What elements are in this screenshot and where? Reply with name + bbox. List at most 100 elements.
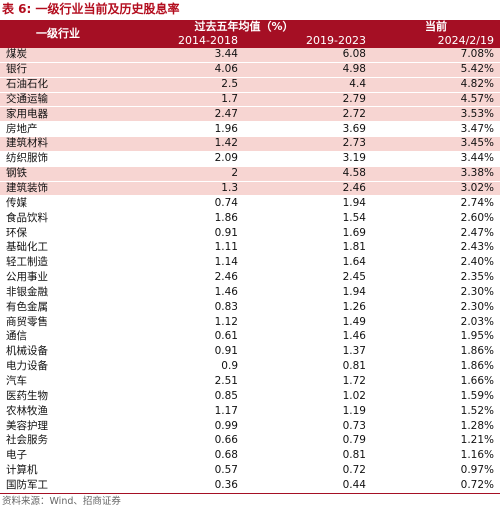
table-row: 建筑装饰 1.3 2.46 3.02% <box>0 181 500 197</box>
avg-2019-2023-cell: 2.79 <box>244 92 372 108</box>
industry-name-cell: 通信 <box>0 329 116 345</box>
avg-2019-2023-cell: 0.81 <box>244 448 372 464</box>
table-row: 轻工制造 1.14 1.64 2.40% <box>0 255 500 271</box>
avg-2014-2018-cell: 0.91 <box>116 225 244 241</box>
avg-2014-2018-cell: 1.14 <box>116 255 244 271</box>
table-row: 国防军工 0.36 0.44 0.72% <box>0 477 500 494</box>
table-row: 通信 0.61 1.46 1.95% <box>0 329 500 345</box>
avg-2014-2018-cell: 4.06 <box>116 62 244 78</box>
avg-2014-2018-cell: 2.51 <box>116 374 244 390</box>
table-row: 商贸零售 1.12 1.49 2.03% <box>0 314 500 331</box>
avg-2014-2018-cell: 1.7 <box>116 92 244 108</box>
current-yield-cell: 0.72% <box>372 477 500 494</box>
header-row-sub: 2014-2018 2019-2023 2024/2/19 <box>0 34 500 48</box>
period-header-2014-2018: 2014-2018 <box>116 34 244 48</box>
table-row: 社会服务 0.66 0.79 1.21% <box>0 433 500 449</box>
industry-name-cell: 汽车 <box>0 374 116 390</box>
avg-2019-2023-cell: 0.81 <box>244 359 372 375</box>
avg-2019-2023-cell: 1.72 <box>244 374 372 390</box>
avg-2014-2018-cell: 1.42 <box>116 136 244 152</box>
avg-2019-2023-cell: 0.73 <box>244 418 372 434</box>
avg-2019-2023-cell: 0.72 <box>244 463 372 479</box>
table-row: 计算机 0.57 0.72 0.97% <box>0 463 500 479</box>
five-year-average-header: 过去五年均值（%） <box>116 20 372 34</box>
avg-2019-2023-cell: 3.69 <box>244 121 372 138</box>
current-yield-cell: 2.35% <box>372 270 500 286</box>
industry-name-cell: 房地产 <box>0 121 116 138</box>
avg-2019-2023-cell: 1.26 <box>244 299 372 316</box>
industry-name-cell: 有色金属 <box>0 299 116 316</box>
table-row: 电子 0.68 0.81 1.16% <box>0 448 500 464</box>
current-yield-cell: 2.03% <box>372 314 500 331</box>
industry-name-cell: 机械设备 <box>0 344 116 360</box>
avg-2014-2018-cell: 1.86 <box>116 210 244 227</box>
avg-2014-2018-cell: 0.99 <box>116 418 244 434</box>
industry-name-cell: 电子 <box>0 448 116 464</box>
avg-2014-2018-cell: 0.83 <box>116 299 244 316</box>
avg-2014-2018-cell: 1.11 <box>116 240 244 256</box>
current-header: 当前 <box>372 20 500 34</box>
current-yield-cell: 3.53% <box>372 106 500 123</box>
table-body: 煤炭 3.44 6.08 7.08% 银行 4.06 4.98 5.42% 石油石化 2.5 4.4… <box>0 48 500 494</box>
industry-header: 一级行业 <box>0 20 116 48</box>
table-row: 房地产 1.96 3.69 3.47% <box>0 121 500 138</box>
industry-name-cell: 电力设备 <box>0 359 116 375</box>
avg-2019-2023-cell: 1.69 <box>244 225 372 241</box>
avg-2019-2023-cell: 4.58 <box>244 166 372 182</box>
table-row: 石油石化 2.5 4.4 4.82% <box>0 77 500 93</box>
avg-2019-2023-cell: 2.72 <box>244 106 372 123</box>
avg-2019-2023-cell: 1.94 <box>244 285 372 301</box>
current-yield-cell: 2.30% <box>372 299 500 316</box>
avg-2014-2018-cell: 1.12 <box>116 314 244 331</box>
source-note: 资料来源：Wind、招商证券 <box>0 493 500 510</box>
table-row: 非银金融 1.46 1.94 2.30% <box>0 285 500 301</box>
industry-name-cell: 食品饮料 <box>0 210 116 227</box>
table-row: 食品饮料 1.86 1.54 2.60% <box>0 210 500 227</box>
industry-name-cell: 医药生物 <box>0 388 116 405</box>
period-header-2019-2023: 2019-2023 <box>244 34 372 48</box>
current-yield-cell: 1.21% <box>372 433 500 449</box>
avg-2019-2023-cell: 0.79 <box>244 433 372 449</box>
avg-2019-2023-cell: 0.44 <box>244 477 372 494</box>
current-yield-cell: 3.44% <box>372 151 500 167</box>
current-yield-cell: 2.30% <box>372 285 500 301</box>
table-row: 美容护理 0.99 0.73 1.28% <box>0 418 500 434</box>
current-yield-cell: 3.38% <box>372 166 500 182</box>
avg-2014-2018-cell: 2.46 <box>116 270 244 286</box>
table-row: 交通运输 1.7 2.79 4.57% <box>0 92 500 108</box>
current-yield-cell: 3.45% <box>372 136 500 152</box>
current-yield-cell: 1.95% <box>372 329 500 345</box>
avg-2019-2023-cell: 2.46 <box>244 181 372 197</box>
industry-name-cell: 非银金融 <box>0 285 116 301</box>
avg-2014-2018-cell: 0.9 <box>116 359 244 375</box>
industry-name-cell: 公用事业 <box>0 270 116 286</box>
current-yield-cell: 5.42% <box>372 62 500 78</box>
avg-2014-2018-cell: 2 <box>116 166 244 182</box>
industry-name-cell: 石油石化 <box>0 77 116 93</box>
current-yield-cell: 2.60% <box>372 210 500 227</box>
table-row: 环保 0.91 1.69 2.47% <box>0 225 500 241</box>
industry-name-cell: 国防军工 <box>0 477 116 494</box>
table-row: 银行 4.06 4.98 5.42% <box>0 62 500 78</box>
table-row: 公用事业 2.46 2.45 2.35% <box>0 270 500 286</box>
avg-2014-2018-cell: 2.47 <box>116 106 244 123</box>
industry-name-cell: 美容护理 <box>0 418 116 434</box>
avg-2019-2023-cell: 1.19 <box>244 403 372 420</box>
industry-name-cell: 钢铁 <box>0 166 116 182</box>
current-yield-cell: 7.08% <box>372 48 500 63</box>
avg-2019-2023-cell: 1.64 <box>244 255 372 271</box>
table-row: 传媒 0.74 1.94 2.74% <box>0 195 500 212</box>
current-yield-cell: 0.97% <box>372 463 500 479</box>
table-row: 农林牧渔 1.17 1.19 1.52% <box>0 403 500 420</box>
table-row: 基础化工 1.11 1.81 2.43% <box>0 240 500 256</box>
current-yield-cell: 3.47% <box>372 121 500 138</box>
avg-2014-2018-cell: 0.36 <box>116 477 244 494</box>
avg-2014-2018-cell: 3.44 <box>116 48 244 63</box>
avg-2019-2023-cell: 1.94 <box>244 195 372 212</box>
industry-name-cell: 商贸零售 <box>0 314 116 331</box>
avg-2019-2023-cell: 4.4 <box>244 77 372 93</box>
avg-2019-2023-cell: 6.08 <box>244 48 372 63</box>
current-yield-cell: 4.82% <box>372 77 500 93</box>
avg-2014-2018-cell: 2.5 <box>116 77 244 93</box>
avg-2019-2023-cell: 1.81 <box>244 240 372 256</box>
